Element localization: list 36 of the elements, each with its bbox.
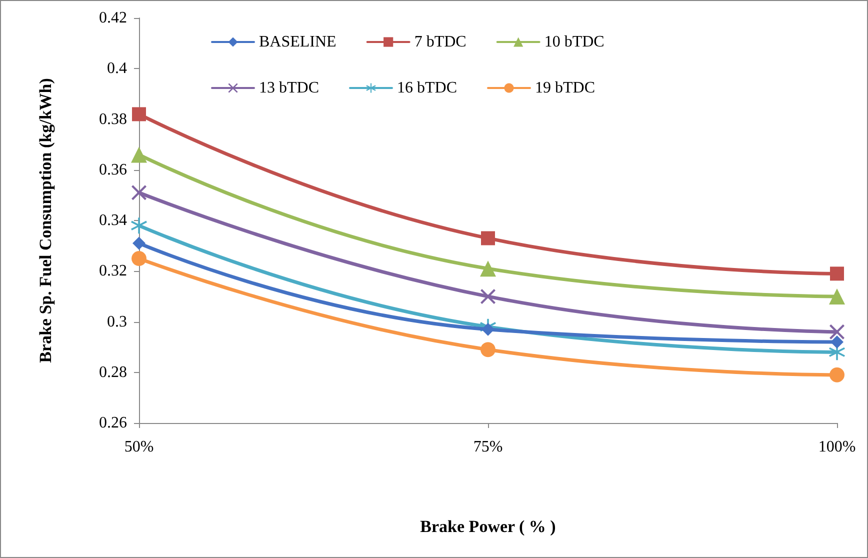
point bbox=[830, 324, 844, 340]
y-tick-label: 0.38 bbox=[99, 110, 127, 128]
y-axis-title: Brake Sp. Fuel Consumption (kg/kWh) bbox=[36, 78, 55, 363]
point bbox=[830, 367, 844, 382]
point bbox=[482, 322, 494, 336]
point bbox=[481, 231, 495, 246]
legend-label: 13 bTDC bbox=[259, 80, 319, 96]
point bbox=[480, 260, 496, 277]
y-tick-label: 0.34 bbox=[99, 212, 127, 229]
point bbox=[131, 218, 147, 234]
point bbox=[829, 288, 845, 304]
point bbox=[830, 336, 844, 348]
x-tick-label: 75% bbox=[473, 438, 503, 456]
legend-label: 16 bTDC bbox=[397, 80, 457, 96]
legend-label: BASELINE bbox=[259, 34, 336, 50]
y-tick-label: 0.32 bbox=[99, 262, 127, 280]
point bbox=[132, 250, 146, 266]
x-tick-label: 50% bbox=[124, 438, 154, 456]
point bbox=[480, 288, 496, 304]
y-tick-label: 0.3 bbox=[107, 313, 127, 330]
x-tick-label: 100% bbox=[818, 438, 856, 456]
legend-label: 7 bTDC bbox=[414, 34, 466, 50]
legend-label: 19 bTDC bbox=[535, 80, 595, 96]
point bbox=[830, 266, 844, 281]
point bbox=[480, 342, 496, 358]
x-axis-title: Brake Power ( % ) bbox=[420, 517, 556, 536]
point bbox=[132, 107, 146, 122]
y-tick-label: 0.36 bbox=[99, 161, 127, 178]
point bbox=[131, 146, 147, 163]
y-tick-label: 0.28 bbox=[99, 364, 127, 381]
y-tick-label: 0.4 bbox=[107, 60, 127, 78]
legend-label: 10 bTDC bbox=[544, 34, 604, 50]
y-tick-label: 0.26 bbox=[99, 414, 127, 432]
point bbox=[132, 185, 146, 200]
point bbox=[132, 236, 146, 250]
y-tick-label: 0.42 bbox=[99, 10, 127, 26]
